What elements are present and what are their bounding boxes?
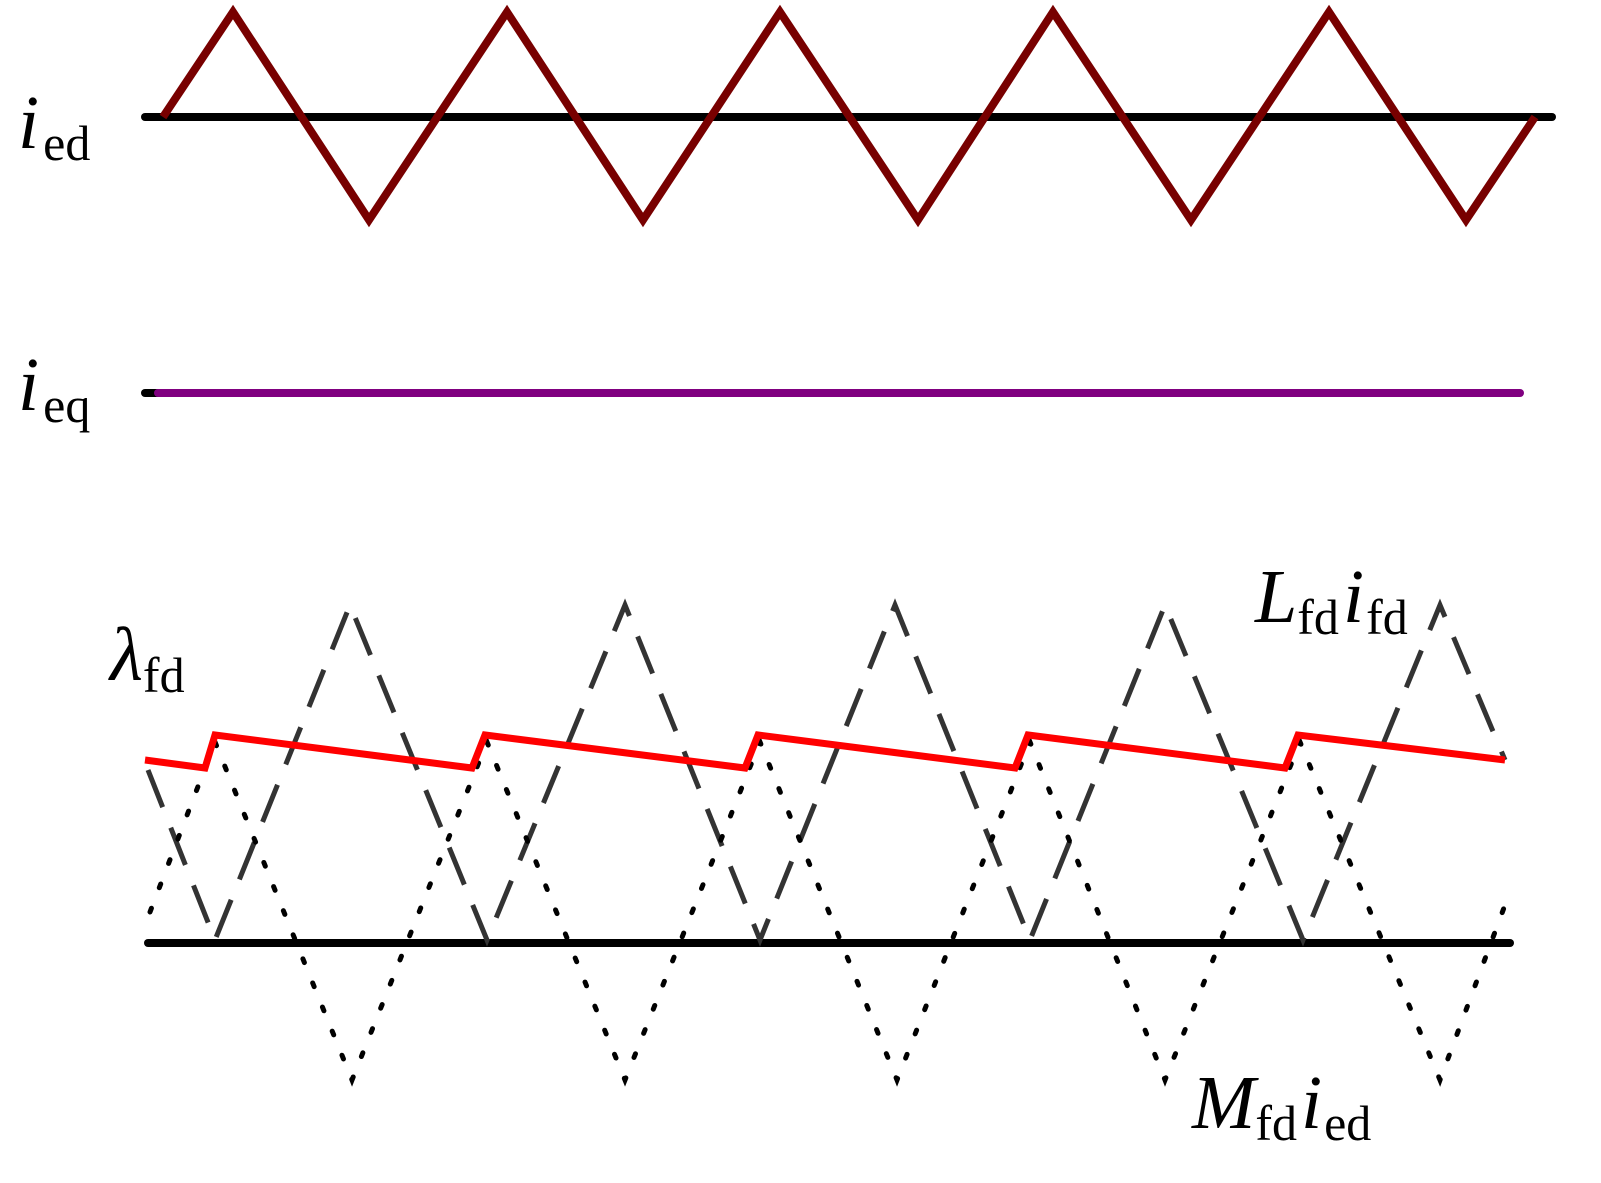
label-lambda-fd: λfd <box>108 613 185 703</box>
subscript: fd <box>1297 589 1339 645</box>
subscript: fd <box>1255 1095 1297 1151</box>
symbol: M <box>1191 1061 1259 1145</box>
subscript: ed <box>1324 1095 1371 1151</box>
lambda-fd-waveform <box>144 731 1506 772</box>
label-mfd-ied: Mfdied <box>1191 1061 1371 1151</box>
symbol: i <box>1343 555 1364 639</box>
symbol: λ <box>108 613 143 697</box>
subscript: fd <box>143 647 185 703</box>
subscript: ed <box>43 115 90 171</box>
symbol: i <box>1301 1061 1322 1145</box>
label-ieq: ieq <box>18 343 90 433</box>
symbol: i <box>18 81 39 165</box>
subscript: eq <box>43 377 90 433</box>
label-lfd-ifd: Lfdifd <box>1254 555 1408 645</box>
label-ied: ied <box>18 81 90 171</box>
lfd-ifd-waveform <box>145 598 1508 947</box>
symbol: L <box>1254 555 1297 639</box>
ied-waveform <box>159 4 1539 228</box>
symbol: i <box>18 343 39 427</box>
subscript: fd <box>1366 589 1408 645</box>
mfd-ied-waveform <box>147 735 1508 1087</box>
